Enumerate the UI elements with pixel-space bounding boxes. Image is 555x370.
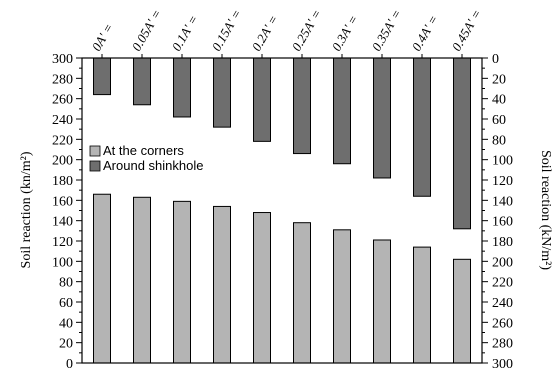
left-tick-label: 180 — [52, 174, 73, 189]
bar-around-sinkhole — [453, 57, 471, 230]
right-tick-label: 160 — [492, 215, 513, 230]
right-tick-label: 240 — [492, 296, 513, 311]
right-tick-label: 220 — [492, 276, 513, 291]
left-tick-label: 260 — [52, 93, 73, 108]
right-tick-label: 120 — [492, 174, 513, 189]
series-at-the-corners — [93, 193, 471, 364]
legend: At the corners Around shinkhole — [89, 143, 203, 173]
legend-label-corners: At the corners — [103, 143, 184, 158]
left-tick-label: 300 — [52, 52, 73, 67]
bar-at-the-corners — [373, 239, 391, 364]
legend-label-sinkhole: Around shinkhole — [103, 158, 203, 173]
category-label: 0.35A' = — [369, 7, 405, 54]
category-label: 0.45A' = — [449, 7, 485, 54]
left-tick-label: 0 — [66, 357, 73, 370]
left-tick-label: 60 — [59, 296, 73, 311]
right-axis-title: Soil reaction (kN/m²) — [538, 150, 553, 270]
bar-at-the-corners — [93, 193, 111, 364]
right-tick-label: 200 — [492, 255, 513, 270]
right-tick-label: 280 — [492, 337, 513, 352]
legend-swatch-sinkhole — [89, 160, 101, 172]
series-around-sinkhole — [93, 57, 471, 230]
left-tick-label: 120 — [52, 235, 73, 250]
plot-frame — [81, 57, 483, 364]
left-axis-ticks: 0 20 40 60 80 100 120 140 160 180 200 220 240 260 280 3… — [52, 52, 82, 370]
right-tick-label: 40 — [492, 93, 506, 108]
right-tick-label: 300 — [492, 357, 513, 370]
bar-at-the-corners — [173, 200, 191, 364]
left-tick-label: 220 — [52, 133, 73, 148]
right-tick-label: 180 — [492, 235, 513, 250]
left-tick-label: 280 — [52, 72, 73, 87]
category-label: 0.05A' = — [129, 7, 165, 54]
left-tick-label: 240 — [52, 113, 73, 128]
bar-around-sinkhole — [133, 57, 151, 106]
category-label: 0.3A' = — [329, 12, 361, 53]
bar-around-sinkhole — [333, 57, 351, 165]
right-tick-label: 20 — [492, 72, 506, 87]
left-tick-label: 80 — [59, 276, 73, 291]
bar-at-the-corners — [253, 212, 271, 364]
left-tick-label: 20 — [59, 337, 73, 352]
category-label: 0.25A' = — [289, 7, 325, 54]
category-label: 0.15A' = — [209, 7, 245, 54]
bar-around-sinkhole — [93, 57, 111, 96]
right-tick-label: 260 — [492, 316, 513, 331]
left-tick-label: 100 — [52, 255, 73, 270]
bar-at-the-corners — [133, 196, 151, 364]
category-label: 0.2A' = — [249, 12, 281, 53]
right-tick-label: 140 — [492, 194, 513, 209]
bar-at-the-corners — [453, 258, 471, 364]
category-label: 0.1A' = — [169, 12, 201, 53]
bar-around-sinkhole — [413, 57, 431, 197]
left-tick-label: 200 — [52, 154, 73, 169]
left-tick-label: 160 — [52, 194, 73, 209]
left-axis-title: Soil reaction (kn/m²) — [19, 151, 34, 268]
category-label: 0A' = — [89, 21, 117, 54]
left-tick-label: 40 — [59, 316, 73, 331]
category-label: 0.4A' = — [409, 12, 441, 53]
right-tick-label: 80 — [492, 133, 506, 148]
bar-around-sinkhole — [173, 57, 191, 118]
right-tick-label: 0 — [492, 52, 499, 67]
legend-swatch-corners — [89, 145, 101, 157]
right-tick-label: 60 — [492, 113, 506, 128]
bar-at-the-corners — [213, 205, 231, 364]
bar-at-the-corners — [293, 222, 311, 364]
right-tick-label: 100 — [492, 154, 513, 169]
right-axis-ticks: 0 20 40 60 80 100 120 140 160 180 200 220 240 260 280 3… — [482, 52, 513, 370]
left-tick-label: 140 — [52, 215, 73, 230]
bar-at-the-corners — [413, 246, 431, 364]
bar-around-sinkhole — [373, 57, 391, 179]
bar-around-sinkhole — [253, 57, 271, 142]
bar-around-sinkhole — [213, 57, 231, 128]
bar-around-sinkhole — [293, 57, 311, 155]
bar-at-the-corners — [333, 229, 351, 364]
